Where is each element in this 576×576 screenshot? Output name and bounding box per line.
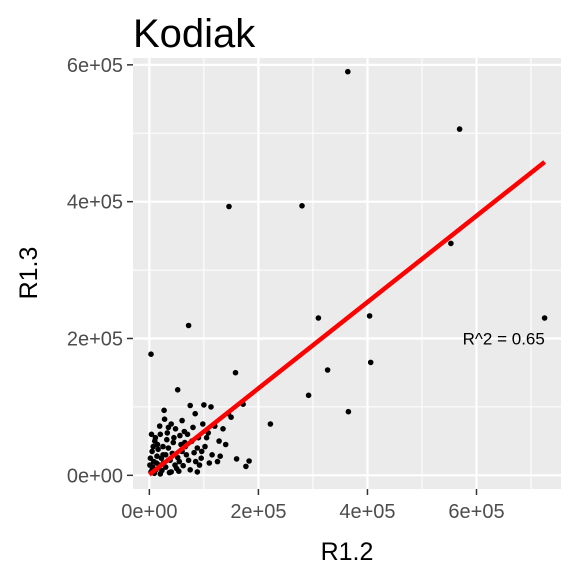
data-point (157, 431, 164, 438)
data-point (168, 421, 174, 427)
data-point (198, 455, 204, 462)
data-point (208, 404, 214, 410)
data-point (214, 458, 221, 465)
data-point (161, 407, 167, 414)
data-point (187, 402, 193, 409)
r-squared-annotation: R^2 = 0.65 (463, 329, 545, 348)
data-point (162, 452, 169, 458)
data-point (183, 452, 190, 458)
data-point (185, 457, 192, 464)
data-point (194, 469, 201, 475)
data-point (152, 434, 159, 441)
y-axis-ticks: 0e+00 2e+05 4e+05 6e+05 (67, 55, 133, 487)
data-point (202, 443, 208, 450)
data-point (194, 445, 201, 451)
data-point (192, 410, 198, 417)
data-point (198, 448, 205, 455)
data-point (216, 438, 222, 444)
data-point (187, 467, 193, 473)
data-point (149, 448, 155, 455)
data-point (456, 126, 463, 132)
data-point (170, 439, 177, 446)
data-point (179, 417, 185, 424)
y-tick-label: 6e+05 (67, 55, 123, 77)
y-axis-title: R1.3 (15, 247, 43, 300)
regression-line (147, 160, 547, 477)
plot-panel (133, 58, 561, 489)
data-point (166, 469, 173, 476)
data-point (148, 431, 155, 438)
data-point (180, 462, 186, 469)
data-point (161, 416, 168, 423)
x-axis-title: R1.2 (321, 538, 374, 566)
data-point (154, 453, 160, 460)
data-point (172, 426, 179, 432)
data-point (243, 463, 249, 470)
data-point (190, 424, 196, 431)
data-point (232, 369, 239, 376)
y-tick-label: 2e+05 (67, 328, 123, 350)
data-point (267, 421, 274, 427)
data-point (324, 367, 331, 373)
data-point (147, 462, 153, 468)
data-point (345, 408, 352, 415)
chart-title: Kodiak (133, 12, 256, 56)
data-point (366, 313, 373, 319)
data-point (172, 462, 178, 468)
data-point (233, 456, 240, 462)
data-point (315, 315, 322, 321)
data-point (305, 392, 312, 399)
data-point (345, 68, 351, 75)
grid-major (133, 58, 561, 489)
data-point (165, 445, 172, 451)
data-point (181, 428, 188, 435)
data-point (203, 434, 210, 441)
data-point (246, 458, 252, 464)
data-point (196, 462, 203, 468)
data-point (174, 387, 181, 393)
data-point (185, 322, 192, 329)
data-point (159, 467, 165, 474)
data-point (147, 455, 154, 462)
data-point (201, 402, 207, 408)
data-point (156, 423, 163, 429)
y-tick-label: 4e+05 (67, 192, 123, 214)
x-tick-label: 6e+05 (448, 501, 504, 523)
data-point (541, 315, 548, 321)
data-point (155, 446, 161, 453)
x-tick-label: 2e+05 (230, 501, 286, 523)
data-point (226, 203, 232, 210)
x-axis-ticks: 0e+00 2e+05 4e+05 6e+05 (121, 489, 505, 523)
data-point (228, 414, 234, 421)
data-point (150, 443, 156, 450)
data-point (158, 455, 165, 462)
data-point (162, 464, 169, 470)
data-point (176, 468, 182, 475)
data-point (222, 441, 229, 448)
data-point (192, 458, 199, 465)
data-point (177, 432, 183, 439)
data-point (164, 436, 170, 443)
data-point (160, 443, 166, 450)
data-point (153, 460, 160, 466)
data-point (148, 351, 154, 358)
x-tick-label: 4e+05 (339, 501, 395, 523)
data-point (299, 203, 305, 209)
data-point (164, 430, 171, 436)
data-point (448, 240, 454, 247)
data-point (200, 421, 206, 427)
y-tick-label: 0e+00 (67, 465, 123, 487)
data-point (217, 453, 223, 460)
data-point (206, 460, 213, 466)
data-point (367, 359, 374, 366)
data-point (209, 452, 215, 458)
data-point (220, 426, 226, 432)
data-point (191, 449, 197, 456)
data-point (171, 434, 177, 441)
x-tick-label: 0e+00 (121, 501, 177, 523)
